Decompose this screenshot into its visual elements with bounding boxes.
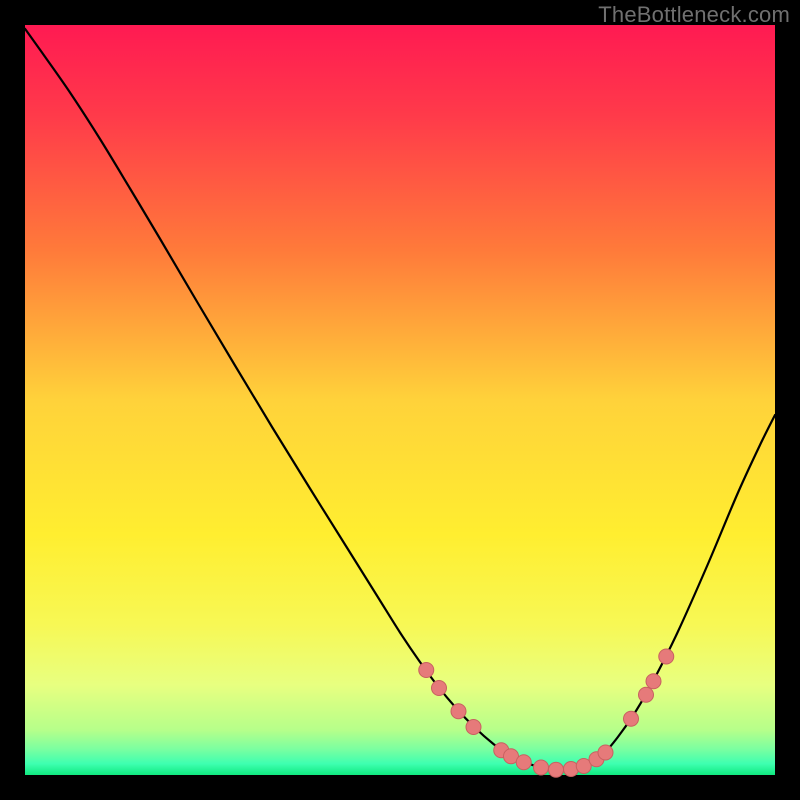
watermark-text: TheBottleneck.com [598,2,790,28]
curve-marker [659,649,674,664]
curve-marker [646,674,661,689]
curve-marker [624,711,639,726]
curve-marker [516,755,531,770]
curve-marker [466,720,481,735]
curve-marker [598,745,613,760]
curve-marker [451,704,466,719]
curve-marker [432,681,447,696]
curve-marker [549,762,564,777]
curve-marker [419,663,434,678]
bottleneck-chart [0,0,800,800]
curve-marker [534,760,549,775]
curve-marker [639,687,654,702]
